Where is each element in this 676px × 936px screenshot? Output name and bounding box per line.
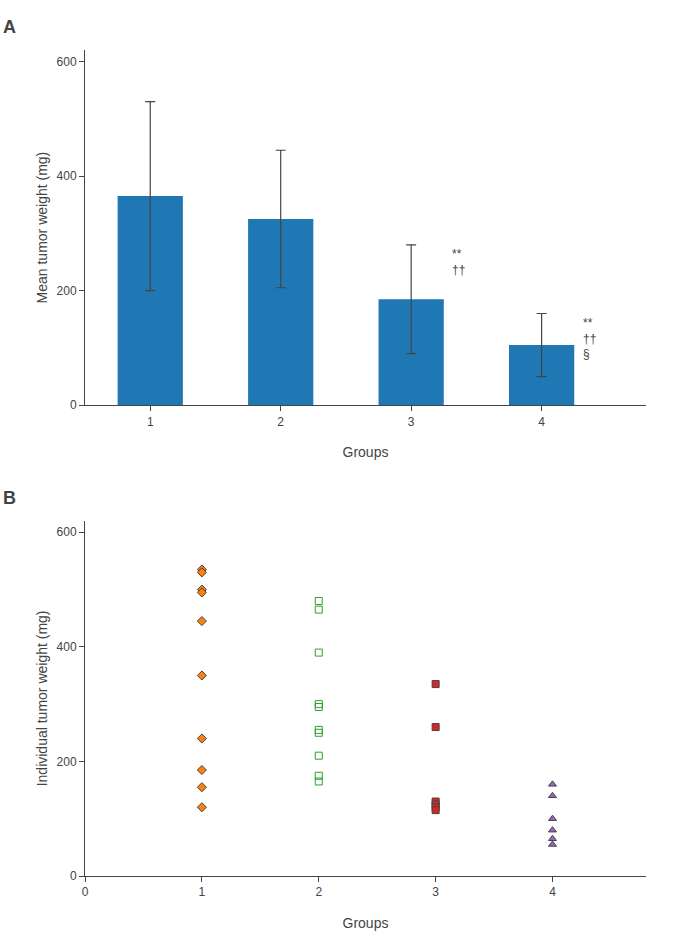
svg-text:**††§: **††§ — [583, 316, 596, 361]
svg-text:**††: **†† — [452, 247, 465, 277]
svg-text:1: 1 — [199, 885, 206, 899]
svg-text:200: 200 — [57, 284, 77, 298]
svg-text:2: 2 — [315, 885, 322, 899]
svg-text:2: 2 — [277, 415, 284, 429]
svg-text:400: 400 — [57, 169, 77, 183]
svg-text:Groups: Groups — [343, 915, 389, 931]
svg-text:3: 3 — [432, 885, 439, 899]
svg-text:Groups: Groups — [343, 444, 389, 460]
svg-text:3: 3 — [408, 415, 415, 429]
svg-text:4: 4 — [549, 885, 556, 899]
svg-text:0: 0 — [70, 398, 77, 412]
svg-text:600: 600 — [57, 525, 77, 539]
svg-text:400: 400 — [57, 640, 77, 654]
svg-text:Individual tumor weight (mg): Individual tumor weight (mg) — [34, 610, 50, 786]
svg-text:0: 0 — [82, 885, 89, 899]
svg-text:0: 0 — [70, 869, 77, 883]
svg-text:A: A — [3, 17, 16, 37]
svg-text:B: B — [3, 488, 16, 508]
svg-text:200: 200 — [57, 755, 77, 769]
svg-text:1: 1 — [147, 415, 154, 429]
svg-text:Mean tumor weight (mg): Mean tumor weight (mg) — [34, 152, 50, 304]
svg-text:600: 600 — [57, 55, 77, 69]
svg-text:4: 4 — [538, 415, 545, 429]
